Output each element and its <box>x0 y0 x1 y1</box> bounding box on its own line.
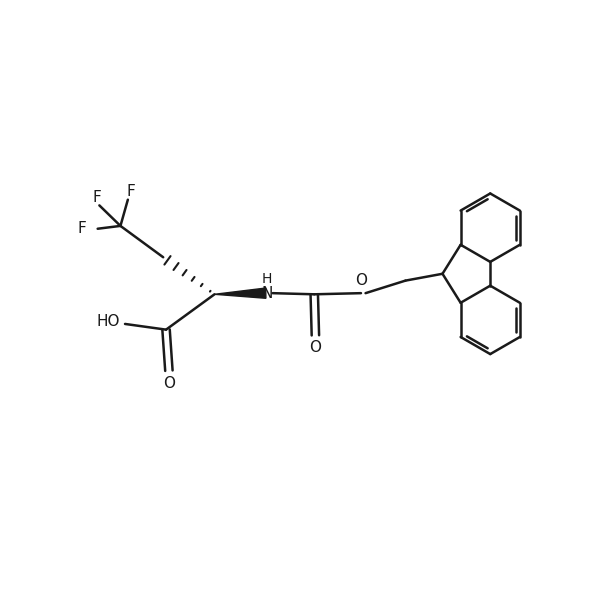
Text: F: F <box>127 184 135 199</box>
Text: F: F <box>77 221 86 236</box>
Text: O: O <box>356 273 368 288</box>
Text: O: O <box>310 340 322 355</box>
Text: F: F <box>92 190 101 205</box>
Text: HO: HO <box>97 314 121 329</box>
Polygon shape <box>215 288 266 298</box>
Text: O: O <box>163 376 175 391</box>
Text: N: N <box>261 286 272 301</box>
Text: H: H <box>262 272 272 286</box>
